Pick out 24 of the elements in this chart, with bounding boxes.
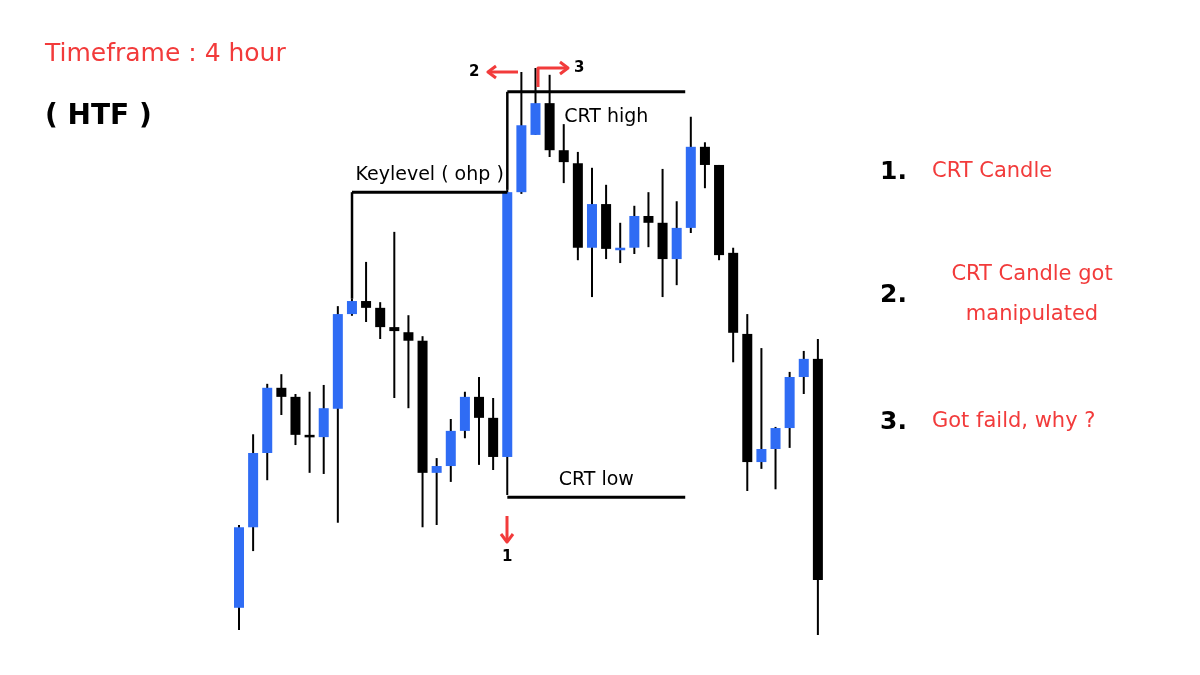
- candlestick: [643, 191, 654, 249]
- candlestick: [361, 260, 372, 324]
- annotation: 3: [574, 58, 585, 76]
- candlestick: [558, 123, 569, 185]
- candlestick: [276, 373, 287, 416]
- candlestick: [389, 230, 400, 399]
- ref-line-label: Keylevel ( ohp ): [355, 162, 504, 185]
- text: 1. CRT Candle: [880, 154, 1053, 187]
- ref-line-label: CRT low: [558, 467, 634, 490]
- text: 2. CRT Candle got manipulated: [880, 261, 1113, 325]
- candlestick: [431, 457, 442, 526]
- candlestick: [403, 314, 414, 410]
- candlestick: [375, 301, 386, 341]
- chart-title: Timeframe : 4 hour: [45, 38, 286, 67]
- annotation: 2: [469, 62, 480, 80]
- text: ( HTF ): [45, 98, 152, 131]
- candlestick: [798, 349, 809, 396]
- candlestick: [770, 425, 781, 491]
- ref-line-label: CRT high: [564, 103, 649, 126]
- candlestick: [756, 347, 767, 470]
- text: 3. Got faild, why ?: [880, 404, 1096, 437]
- annotation: 1: [502, 547, 513, 565]
- candlestick: [699, 141, 710, 190]
- candlestick: [474, 376, 485, 466]
